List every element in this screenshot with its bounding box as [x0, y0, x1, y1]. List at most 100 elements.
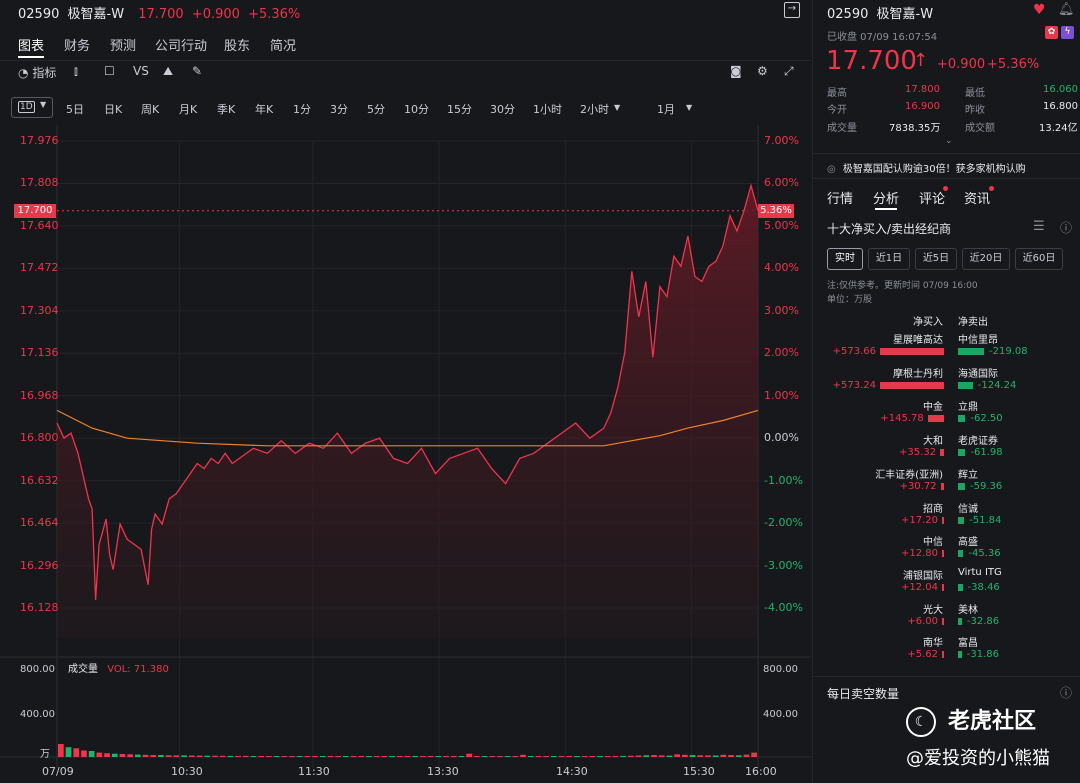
watermark-author: @爱投资的小熊猫 — [906, 748, 1050, 769]
volume-bar — [335, 756, 341, 757]
period-quarter[interactable]: 季K — [217, 103, 236, 116]
volume-bar — [135, 754, 141, 757]
period-2hour[interactable]: 2小时 — [580, 103, 609, 116]
period-3min[interactable]: 3分 — [330, 103, 348, 116]
tab-profile[interactable]: 简况 — [270, 39, 297, 54]
range-20d[interactable]: 近20日 — [962, 248, 1010, 270]
compare-button[interactable]: VS — [133, 64, 149, 78]
y-tick-left: 17.976 — [20, 134, 59, 147]
range-60d[interactable]: 近60日 — [1015, 248, 1063, 270]
tab-corporate-actions[interactable]: 公司行动 — [155, 39, 208, 54]
volume-bar — [427, 756, 434, 757]
news-ticker[interactable]: ◎ 极智嘉国配认购逾30倍！获多家机构认购 — [827, 160, 1026, 175]
tab-chart[interactable]: 图表 — [18, 39, 45, 54]
chevron-down-icon[interactable]: ▼ — [614, 103, 621, 112]
period-30min[interactable]: 30分 — [490, 103, 515, 116]
period-week[interactable]: 周K — [141, 103, 160, 116]
period-1min[interactable]: 1分 — [293, 103, 311, 116]
period-1month[interactable]: 1月 — [657, 103, 675, 116]
camera-icon[interactable]: ◙ — [730, 64, 742, 78]
buy-bar — [942, 583, 944, 591]
volume-bar — [597, 756, 603, 757]
sell-broker-name: 高盛 — [958, 537, 978, 549]
broker-row[interactable]: 南华 富昌 +5.62 -31.86 — [813, 634, 1080, 664]
range-5d[interactable]: 近5日 — [915, 248, 957, 270]
col-net-sell: 净卖出 — [958, 317, 988, 328]
period-day[interactable]: 日K — [104, 103, 123, 116]
broker-row[interactable]: 摩根士丹利 海通国际 +573.24 -124.24 — [813, 365, 1080, 395]
chevron-down-icon[interactable]: ▼ — [686, 103, 693, 112]
period-year[interactable]: 年K — [255, 103, 274, 116]
broker-row[interactable]: 汇丰证券(亚洲) 辉立 +30.72 -59.36 — [813, 466, 1080, 496]
current-price-tag: 17.700 — [14, 204, 56, 218]
volume-bar — [350, 756, 357, 757]
buy-value: +573.66 — [832, 346, 876, 357]
candlestick-icon[interactable]: ⫾ — [74, 64, 78, 78]
side-tab-comments[interactable]: 评论 — [919, 192, 946, 207]
broker-row[interactable]: 光大 美林 +6.00 -32.86 — [813, 601, 1080, 631]
volume-bar — [73, 748, 80, 757]
y-tick-right: -1.00% — [764, 473, 803, 487]
period-15min[interactable]: 15分 — [447, 103, 472, 116]
volume-bar — [450, 756, 457, 757]
period-5d[interactable]: 5日 — [66, 103, 84, 116]
watermark-brand: ☾ 老虎社区 — [906, 703, 1036, 737]
volume-bar — [396, 756, 403, 757]
range-1d[interactable]: 近1日 — [868, 248, 910, 270]
expand-chevron-icon[interactable]: ⌄ — [945, 136, 953, 146]
indicator-label: 指标 — [32, 66, 57, 80]
y-tick-left: 16.296 — [20, 558, 59, 572]
sell-value: -59.36 — [970, 480, 1003, 492]
tab-forecast[interactable]: 预测 — [110, 39, 137, 54]
broker-row[interactable]: 星展唯高达 中信里昂 +573.66 -219.08 — [813, 331, 1080, 361]
square-icon[interactable]: ☐ — [104, 64, 115, 78]
side-tab-analysis[interactable]: 分析 — [873, 192, 900, 207]
volume-bar — [258, 756, 264, 757]
price-chart[interactable] — [0, 125, 811, 783]
period-5min[interactable]: 5分 — [367, 103, 385, 116]
period-select[interactable]: 1D ▼ — [11, 97, 53, 118]
broker-row[interactable]: 招商 信诚 +17.20 -51.84 — [813, 500, 1080, 530]
tab-financials[interactable]: 财务 — [64, 39, 91, 54]
sell-broker-name: 海通国际 — [958, 368, 998, 380]
stock-header: 02590 极智嘉-W 17.700 +0.900 +5.36% — [18, 3, 300, 22]
side-tab-quote[interactable]: 行情 — [827, 192, 854, 207]
stock-change-pct: +5.36% — [248, 7, 301, 22]
period-1hour[interactable]: 1小时 — [533, 103, 562, 116]
chevron-down-icon: ▼ — [40, 100, 47, 109]
indicator-button[interactable]: ◔ 指标 — [18, 64, 56, 81]
draw-pen-icon[interactable]: ✎ — [192, 64, 203, 78]
fullscreen-icon[interactable]: ⤢ — [784, 64, 794, 78]
range-realtime[interactable]: 实时 — [827, 248, 863, 270]
chart-type-icon[interactable]: ⛰ — [163, 64, 174, 78]
broker-row[interactable]: 浦银国际 Virtu ITG +12.04 -38.46 — [813, 567, 1080, 597]
y-tick-left: 16.968 — [20, 388, 59, 402]
volume-bar — [574, 756, 580, 757]
volume-bar — [712, 755, 719, 757]
help-icon[interactable]: ⓘ — [1060, 686, 1073, 700]
period-month[interactable]: 月K — [179, 103, 198, 116]
divider — [813, 178, 1080, 179]
tab-shareholders[interactable]: 股东 — [224, 39, 251, 54]
buy-bar — [880, 348, 944, 355]
volume-bar — [581, 756, 588, 757]
help-icon[interactable]: ⓘ — [1060, 221, 1073, 235]
buy-value: +12.04 — [900, 581, 938, 593]
buy-value: +5.62 — [907, 649, 938, 661]
list-icon[interactable]: ☰ — [1033, 219, 1045, 234]
buy-broker-name: 中金 — [923, 402, 943, 414]
volume-bar — [720, 754, 727, 757]
sell-broker-name: 立鼎 — [958, 402, 978, 414]
side-tab-news[interactable]: 资讯 — [964, 192, 991, 207]
period-10min[interactable]: 10分 — [404, 103, 429, 116]
broker-row[interactable]: 中信 高盛 +12.80 -45.36 — [813, 533, 1080, 563]
broker-row[interactable]: 中金 立鼎 +145.78 -62.50 — [813, 398, 1080, 428]
volume-bar — [312, 756, 318, 757]
current-pct-tag: 5.36% — [758, 204, 794, 218]
broker-row[interactable]: 大和 老虎证券 +35.32 -61.98 — [813, 432, 1080, 462]
collapse-panel-icon[interactable]: → — [784, 2, 800, 18]
favorite-heart-icon[interactable]: ♥ — [1033, 2, 1046, 18]
settings-gear-icon[interactable]: ⚙ — [757, 64, 768, 78]
bell-icon[interactable]: 🔔︎ — [1058, 2, 1075, 17]
x-tick: 13:30 — [427, 765, 459, 778]
